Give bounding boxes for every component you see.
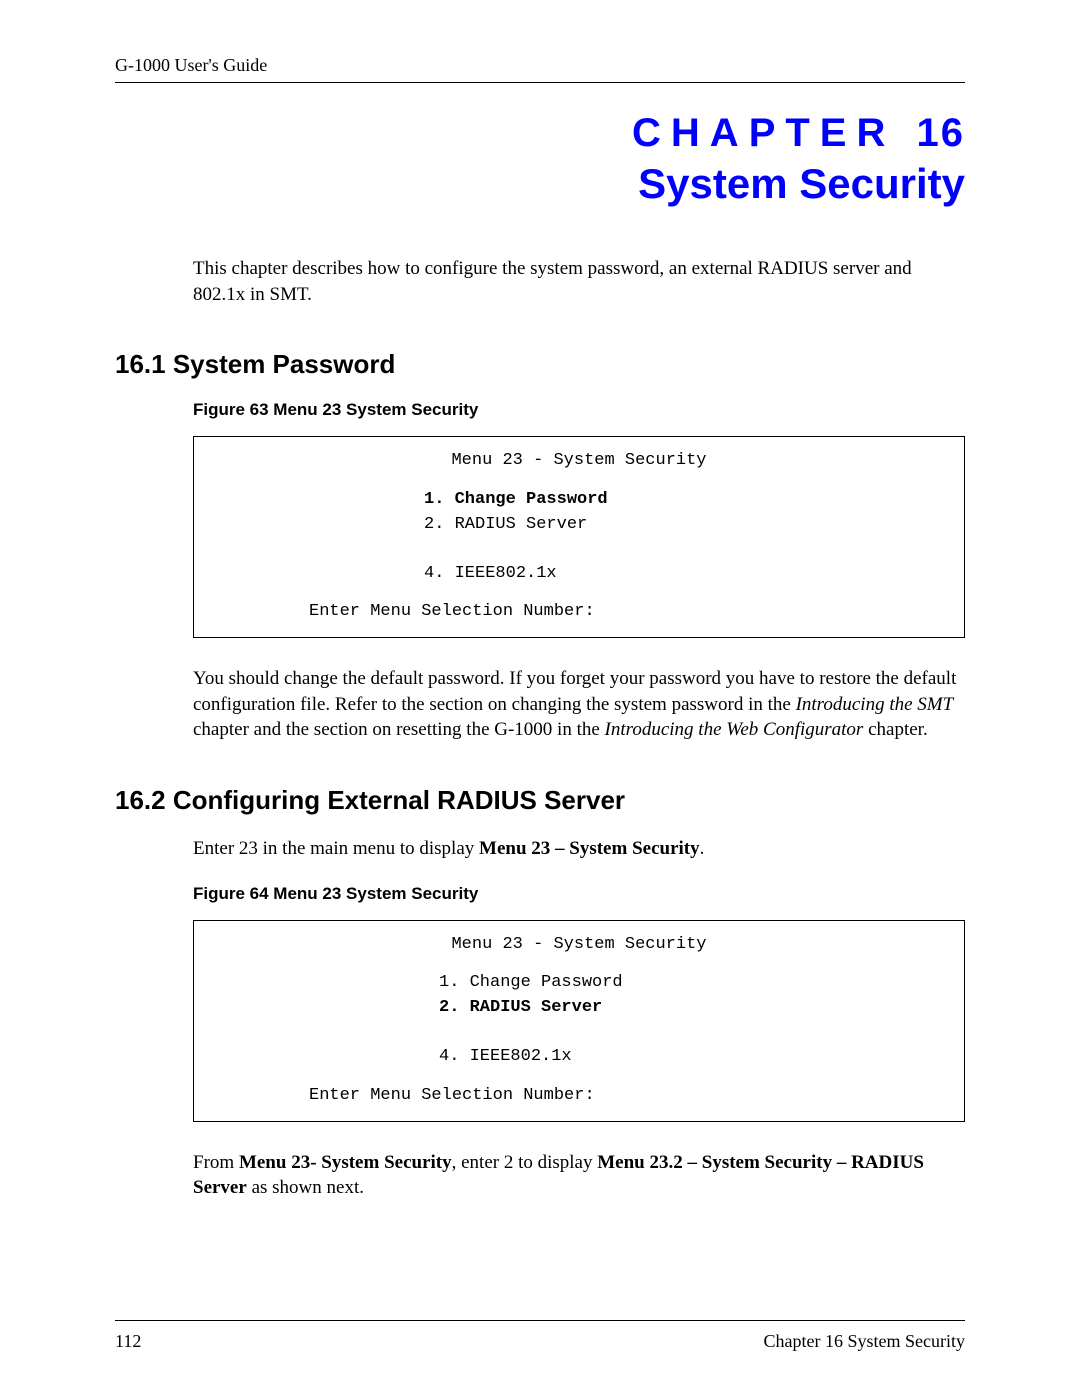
menu-title-1: Menu 23 - System Security [214, 449, 944, 474]
menu-item-ieee8021x: 4. IEEE802.1x [424, 562, 944, 587]
menu-item-change-password-bold: 1. Change Password [424, 488, 944, 513]
menu-box-figure-64: Menu 23 - System Security 1. Change Pass… [193, 920, 965, 1122]
figure-63-caption: Figure 63 Menu 23 System Security [193, 400, 965, 420]
menu-items-2: 1. Change Password 2. RADIUS Server 4. I… [439, 971, 944, 1070]
menu-item-change-password-2: 1. Change Password [439, 971, 944, 996]
figure-64-caption: Figure 64 Menu 23 System Security [193, 884, 965, 904]
para3-bold-1: Menu 23- System Security [239, 1152, 452, 1173]
header-divider [115, 82, 965, 83]
page-number: 112 [115, 1331, 141, 1352]
menu-items-1: 1. Change Password 2. RADIUS Server 4. I… [424, 488, 944, 587]
menu-item-ieee8021x-2: 4. IEEE802.1x [439, 1045, 944, 1070]
menu-title-2: Menu 23 - System Security [214, 933, 944, 958]
chapter-label-prefix: CHAPTER [632, 111, 895, 155]
section-heading-16-1: 16.1 System Password [115, 349, 965, 380]
menu-prompt-2: Enter Menu Selection Number: [309, 1084, 944, 1109]
chapter-title: System Security [115, 160, 965, 208]
para-italic-2: Introducing the Web Configurator [605, 719, 864, 740]
footer-divider [115, 1320, 965, 1321]
section-2-para-2: From Menu 23- System Security, enter 2 t… [193, 1150, 965, 1201]
para-text-3: chapter. [863, 719, 927, 740]
menu-item-radius-server-bold: 2. RADIUS Server [439, 996, 944, 1021]
para2-text-2: . [700, 838, 705, 859]
page-footer: 112 Chapter 16 System Security [115, 1320, 965, 1352]
section-heading-16-2: 16.2 Configuring External RADIUS Server [115, 785, 965, 816]
footer-chapter-ref: Chapter 16 System Security [764, 1331, 965, 1352]
para-italic-1: Introducing the SMT [796, 694, 954, 715]
menu-item-radius-server: 2. RADIUS Server [424, 513, 944, 538]
chapter-label: CHAPTER 16 [115, 111, 965, 156]
para3-text-3: as shown next. [247, 1177, 364, 1198]
menu-prompt-1: Enter Menu Selection Number: [309, 600, 944, 625]
section-2-para-1: Enter 23 in the main menu to display Men… [193, 836, 965, 862]
chapter-intro-paragraph: This chapter describes how to configure … [193, 256, 965, 307]
menu-box-figure-63: Menu 23 - System Security 1. Change Pass… [193, 436, 965, 638]
para3-text-2: , enter 2 to display [452, 1152, 598, 1173]
para2-bold-1: Menu 23 – System Security [479, 838, 700, 859]
para2-text-1: Enter 23 in the main menu to display [193, 838, 479, 859]
chapter-number: 16 [917, 111, 966, 155]
header-guide-title: G-1000 User's Guide [115, 55, 965, 76]
para3-text-1: From [193, 1152, 239, 1173]
para-text-2: chapter and the section on resetting the… [193, 719, 605, 740]
section-1-para: You should change the default password. … [193, 666, 965, 743]
